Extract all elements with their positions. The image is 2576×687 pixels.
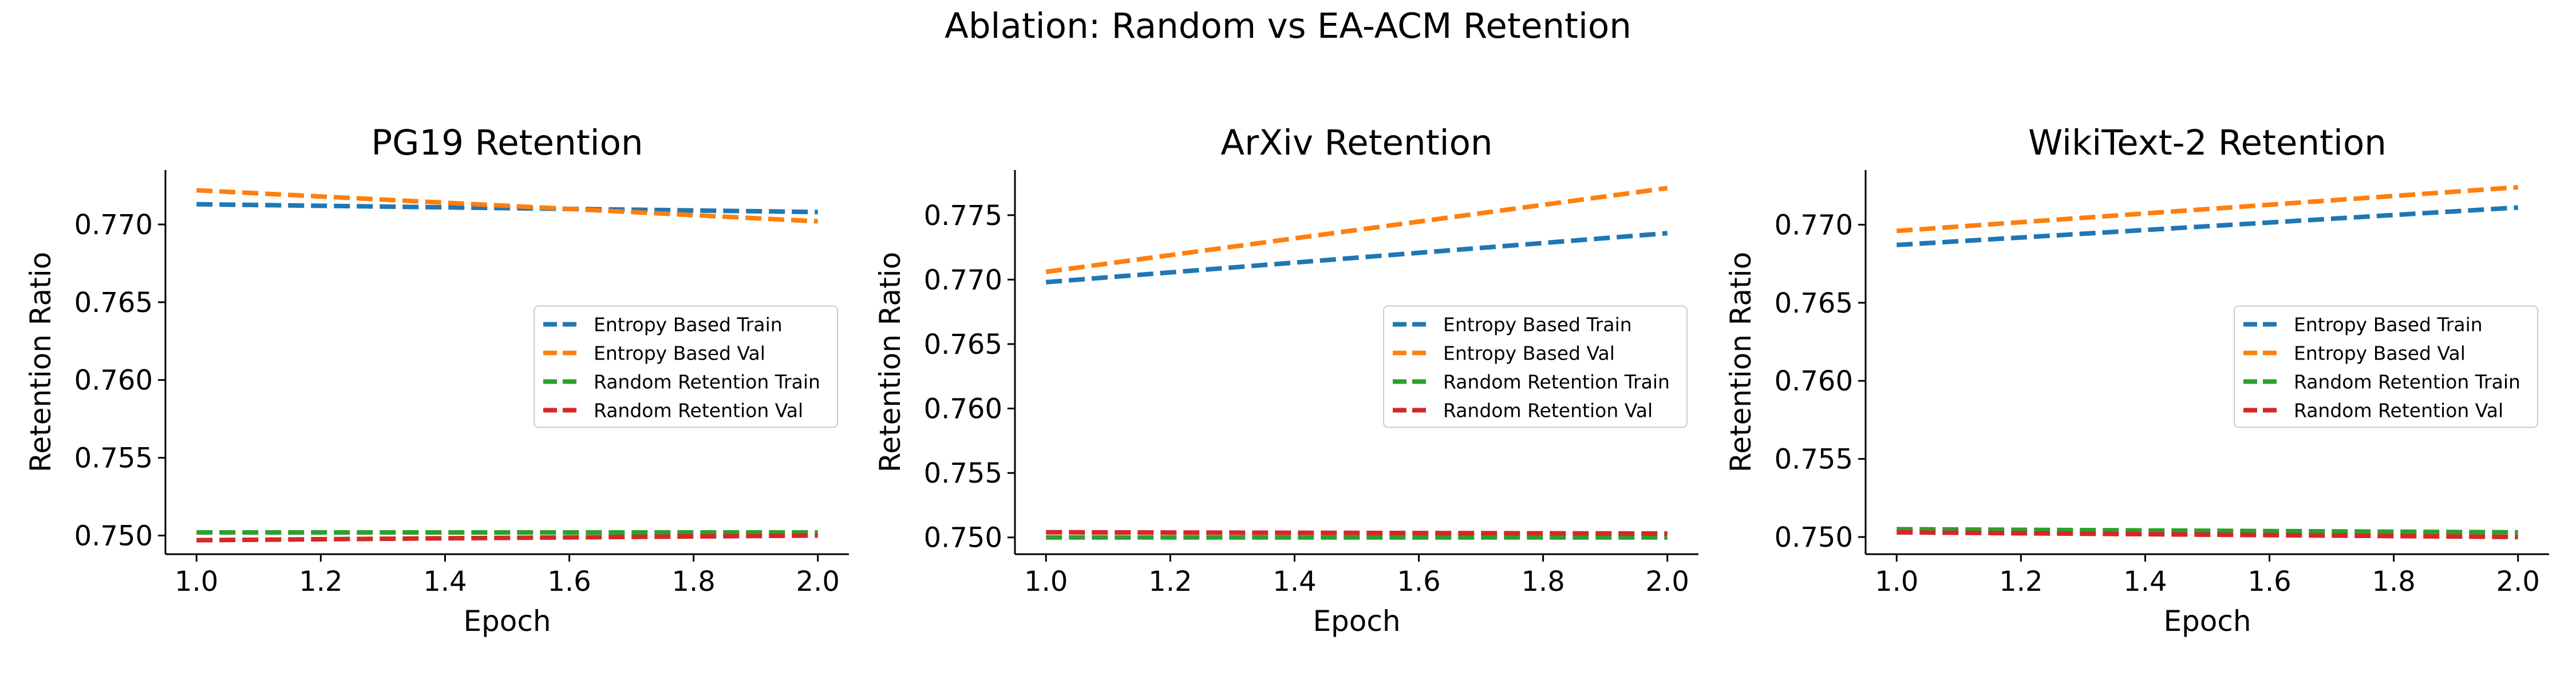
x-tick-label: 1.4 [1273,566,1316,598]
chart-panels: 1.0 1.2 1.4 1.6 1.8 2.0 0.750 0.755 0.760 0.765 0.… [24,123,2549,638]
x-tick-label: 2.0 [1646,566,1689,598]
y-tick-label: 0.755 [924,457,1002,489]
legend-label: Random Retention Train [1443,371,1670,393]
y-tick-label: 0.755 [1775,444,1853,476]
x-tick-label: 2.0 [2496,566,2540,598]
legend-frame [534,305,838,428]
series-line-4 [196,533,818,543]
legend-label: Random Retention Val [2294,400,2503,422]
x-tick-label: 1.8 [2372,566,2415,598]
x-tick-label: 1.0 [175,566,218,598]
x-tick-label: 1.0 [1024,566,1068,598]
y-tick-label: 0.760 [1775,365,1853,397]
legend-label: Entropy Based Val [1443,342,1615,365]
legend: Entropy Based Train Entropy Based Val Rand… [2234,305,2538,428]
series-line-4 [1046,530,1668,536]
series-line-2 [196,188,818,224]
y-tick-label: 0.755 [74,443,153,475]
x-tick-label: 1.6 [1397,566,1440,598]
y-tick-label: 0.760 [74,365,153,397]
panel-title: PG19 Retention [371,123,643,163]
x-tick-label: 1.8 [1521,566,1564,598]
legend-label: Random Retention Train [2294,371,2520,393]
legend-label: Entropy Based Val [2294,342,2466,365]
y-axis-label: Retention Ratio [24,252,57,472]
x-tick-label: 1.6 [547,566,591,598]
x-tick-label: 1.0 [1875,566,1918,598]
y-tick-label: 0.770 [74,209,153,241]
y-tick-label: 0.750 [924,522,1002,554]
y-tick-label: 0.765 [74,287,153,319]
panel-title: ArXiv Retention [1220,123,1492,163]
legend: Entropy Based Train Entropy Based Val Rand… [1383,305,1688,428]
x-axis-label: Epoch [2163,605,2251,638]
x-axis-label: Epoch [1313,605,1400,638]
legend-label: Entropy Based Train [1443,314,1632,336]
series-line-1 [1897,205,2518,247]
x-tick-label: 1.4 [2123,566,2167,598]
series-line-2 [1896,185,2519,234]
x-tick-label: 1.6 [2247,566,2291,598]
y-tick-label: 0.765 [924,329,1002,361]
y-tick-label: 0.750 [1775,522,1853,554]
y-tick-label: 0.765 [1775,287,1853,319]
chart-panel-3: 1.0 1.2 1.4 1.6 1.8 2.0 0.750 0.755 0.760 0.765 0.… [1724,123,2549,638]
legend-label: Random Retention Val [1443,400,1653,422]
x-tick-label: 1.8 [671,566,715,598]
y-tick-label: 0.750 [74,520,153,552]
x-tick-label: 1.2 [1148,566,1192,598]
x-tick-label: 1.4 [423,566,467,598]
y-axis-label: Retention Ratio [874,252,907,472]
legend-label: Entropy Based Val [594,342,765,365]
y-tick-label: 0.775 [924,200,1002,232]
y-tick-label: 0.770 [924,264,1002,296]
legend-frame [1383,305,1688,428]
chart-panel-1: 1.0 1.2 1.4 1.6 1.8 2.0 0.750 0.755 0.760 0.765 0.… [24,123,849,638]
legend-frame [2234,305,2538,428]
series-line-1 [1045,231,1668,285]
series-line-4 [1897,530,2518,539]
y-tick-label: 0.770 [1775,209,1853,241]
figure-title: Ablation: Random vs EA-ACM Retention [945,6,1631,46]
y-axis-label: Retention Ratio [1724,252,1757,472]
legend-label: Random Retention Val [594,400,803,422]
x-axis-label: Epoch [463,605,551,638]
series-line-3 [1897,527,2518,535]
panel-title: WikiText-2 Retention [2028,123,2387,163]
legend-label: Entropy Based Train [2294,314,2483,336]
legend-label: Entropy Based Train [594,314,783,336]
legend-label: Random Retention Train [594,371,820,393]
chart-panel-2: 1.0 1.2 1.4 1.6 1.8 2.0 0.750 0.755 0.760 0.765 0.… [874,123,1698,638]
legend: Entropy Based Train Entropy Based Val Rand… [534,305,838,428]
series-line-1 [196,202,818,215]
series-line-2 [1045,185,1668,274]
x-tick-label: 1.2 [1999,566,2042,598]
x-tick-label: 1.2 [299,566,342,598]
x-tick-label: 2.0 [796,566,840,598]
y-tick-label: 0.760 [924,393,1002,425]
